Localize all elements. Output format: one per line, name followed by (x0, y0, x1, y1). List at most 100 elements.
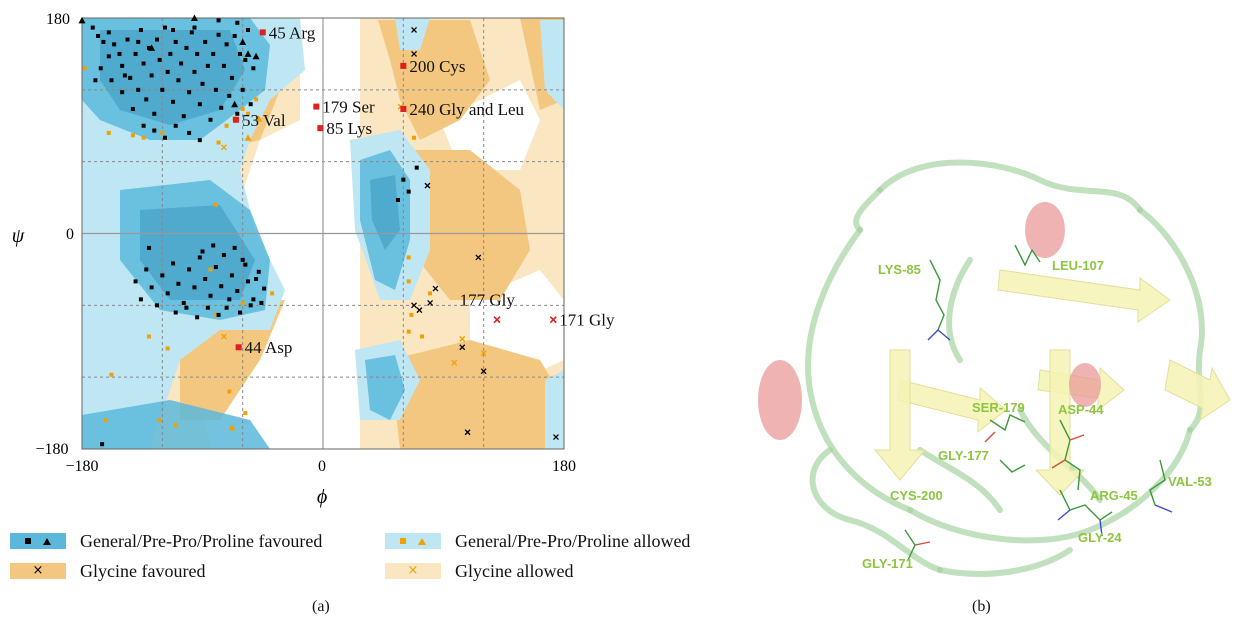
general-favoured-point (149, 285, 154, 290)
residue-label-gly-171: GLY-171 (862, 556, 913, 571)
general-favoured-point (160, 87, 165, 92)
general-favoured-point (251, 66, 256, 71)
general-favoured-point (98, 66, 103, 71)
general-allowed-point (240, 300, 245, 305)
general-favoured-triangle (148, 44, 156, 51)
residue-label-gly-24: GLY-24 (1078, 530, 1122, 545)
general-favoured-point (248, 102, 253, 107)
general-allowed-point (227, 389, 232, 394)
glycine-favoured-point (416, 307, 423, 314)
x-marker-icon: × (32, 563, 44, 578)
outlier-mark (549, 316, 557, 324)
legend-label: General/Pre-Pro/Proline allowed (455, 530, 691, 551)
glycine-favoured-point (459, 344, 466, 351)
general-favoured-point (229, 273, 234, 278)
general-favoured-point (122, 73, 127, 78)
general-favoured-point (211, 51, 216, 56)
general-favoured-point (240, 87, 245, 92)
general-favoured-point (216, 32, 221, 37)
general-favoured-point (224, 42, 229, 47)
general-favoured-point (243, 262, 248, 267)
general-favoured-point (106, 30, 111, 35)
x-tick-0: 0 (318, 458, 326, 475)
general-allowed-point (141, 135, 146, 140)
glycine-allowed-point (459, 335, 466, 342)
alpha-helices (758, 202, 1101, 440)
protein-structure-image: LYS-85 LEU-107 SER-179 ASP-44 GLY-177 CY… (758, 159, 1231, 577)
panel-label-b: (b) (972, 598, 991, 615)
general-favoured-point (237, 310, 242, 315)
outlier-label: 200 Cys (409, 57, 465, 76)
glycine-favoured-point (411, 50, 418, 57)
general-favoured-point (163, 135, 168, 140)
general-favoured-point (184, 45, 189, 50)
general-allowed-point (224, 123, 229, 128)
general-favoured-point (224, 305, 229, 310)
residue-label-arg-45: ARG-45 (1090, 488, 1138, 503)
glycine-favoured-point (427, 299, 434, 306)
residue-label-asp-44: ASP-44 (1058, 402, 1104, 417)
general-favoured-point (200, 249, 205, 254)
general-favoured-point (96, 33, 101, 38)
general-favoured-point (184, 305, 189, 310)
y-tick-180: 180 (46, 11, 70, 28)
general-allowed-triangle (228, 423, 236, 431)
legend-item-general-favoured: General/Pre-Pro/Proline favoured (10, 530, 322, 552)
general-favoured-point (227, 297, 232, 302)
general-favoured-point (136, 87, 141, 92)
general-favoured-point (192, 69, 197, 74)
general-favoured-point (125, 37, 130, 42)
general-favoured-point (93, 78, 98, 83)
outlier-mark (259, 29, 266, 36)
general-favoured-triangle (252, 52, 260, 60)
general-favoured-point (141, 123, 146, 128)
general-favoured-point (205, 63, 210, 68)
general-favoured-point (149, 73, 154, 78)
general-favoured-point (109, 78, 114, 83)
residue-label-gly-177: GLY-177 (938, 448, 989, 463)
general-favoured-point (173, 123, 178, 128)
general-favoured-point (235, 111, 240, 116)
general-allowed-point (213, 202, 218, 207)
general-favoured-point (208, 293, 213, 298)
general-allowed-point (213, 312, 218, 317)
general-favoured-point (90, 25, 95, 30)
outlier-label: 85 Lys (326, 119, 372, 138)
residue-label-leu-107: LEU-107 (1052, 258, 1104, 273)
general-favoured-point (414, 165, 419, 170)
general-favoured-point (176, 281, 181, 286)
general-favoured-point (181, 300, 186, 305)
general-favoured-point (171, 27, 176, 32)
general-favoured-point (208, 117, 213, 122)
general-allowed-point (428, 291, 433, 296)
general-allowed-point (409, 312, 414, 317)
outlier-label: 171 Gly (559, 311, 615, 330)
general-allowed-point (106, 130, 111, 135)
general-favoured-point (154, 37, 159, 42)
glycine-allowed-point (480, 350, 487, 357)
general-favoured-point (187, 130, 192, 135)
general-allowed-point (216, 140, 221, 145)
general-allowed-point (146, 334, 151, 339)
general-favoured-point (221, 253, 226, 258)
data-points (78, 14, 559, 447)
general-favoured-point (213, 265, 218, 270)
outlier-labels: 45 Arg 200 Cys 179 Ser 240 Gly and Leu 53 Va… (232, 23, 615, 357)
general-allowed-point (165, 346, 170, 351)
general-allowed-point (254, 97, 259, 102)
glycine-allowed-point (451, 359, 458, 366)
glycine-allowed-point (220, 333, 227, 340)
general-favoured-point (187, 90, 192, 95)
general-favoured-point (112, 42, 117, 47)
square-marker-icon (25, 538, 31, 544)
general-favoured-point (173, 39, 178, 44)
general-favoured-point (133, 279, 138, 284)
glycine-favoured-point (424, 182, 431, 189)
general-favoured-point (197, 138, 202, 143)
x-axis-label: ϕ (317, 486, 327, 508)
general-favoured-point (254, 276, 259, 281)
general-favoured-point (130, 106, 135, 111)
outlier-mark (400, 105, 407, 112)
general-allowed-triangle (255, 115, 263, 122)
general-favoured-point (213, 87, 218, 92)
